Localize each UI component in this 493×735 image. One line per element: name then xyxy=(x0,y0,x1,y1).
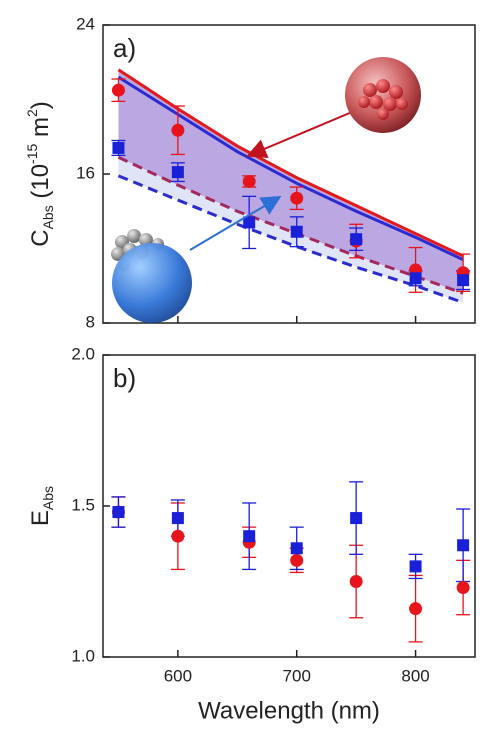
marker xyxy=(290,191,304,205)
y-axis-label-part: C xyxy=(27,229,54,246)
marker xyxy=(171,166,184,179)
marker xyxy=(409,560,422,573)
marker xyxy=(112,141,125,154)
marker xyxy=(243,216,256,229)
panel-label: b) xyxy=(113,363,136,393)
x-axis-label: Wavelength (nm) xyxy=(198,697,380,724)
marker xyxy=(350,512,363,525)
marker xyxy=(456,581,470,595)
x-tick-label: 600 xyxy=(164,666,192,685)
y-axis-label-part: (10 xyxy=(27,164,54,205)
marker xyxy=(457,274,470,287)
y-tick-label: 2.0 xyxy=(71,344,95,363)
x-tick-label: 700 xyxy=(283,666,311,685)
y-axis-label: EAbs xyxy=(27,486,55,526)
y-axis-label-part: -15 xyxy=(24,143,40,163)
blue-sphere xyxy=(111,229,192,323)
marker xyxy=(409,272,422,285)
red-sphere xyxy=(345,57,421,133)
y-tick-label: 8 xyxy=(86,312,95,331)
y-axis-label-part: Abs xyxy=(40,205,56,229)
x-tick-label: 800 xyxy=(401,666,429,685)
marker xyxy=(243,530,256,543)
marker xyxy=(457,539,470,552)
y-tick-label: 16 xyxy=(76,163,95,182)
marker xyxy=(171,123,185,137)
marker xyxy=(290,542,303,555)
arrow xyxy=(189,195,282,251)
marker xyxy=(171,529,185,543)
y-axis-label-part: ) xyxy=(27,101,54,109)
marker xyxy=(290,225,303,238)
band xyxy=(118,157,464,303)
curve xyxy=(117,174,464,304)
y-tick-label: 24 xyxy=(76,14,95,33)
marker xyxy=(409,602,423,616)
marker xyxy=(112,506,125,519)
y-axis-label-part: Abs xyxy=(40,486,56,510)
y-axis-label-part: m xyxy=(27,117,54,144)
y-axis-label: CAbs (10-15 m2) xyxy=(24,101,56,247)
y-axis-label-part: 2 xyxy=(24,109,40,117)
marker xyxy=(111,83,125,97)
arrow xyxy=(246,111,353,158)
marker xyxy=(171,512,184,525)
y-tick-label: 1.0 xyxy=(71,646,95,665)
y-axis-label-part: E xyxy=(27,510,54,526)
illustrations xyxy=(111,57,421,323)
y-tick-label: 1.5 xyxy=(71,495,95,514)
panel-label: a) xyxy=(113,33,136,63)
marker xyxy=(290,553,304,567)
marker xyxy=(350,233,363,246)
marker xyxy=(349,575,363,588)
marker xyxy=(242,174,256,188)
